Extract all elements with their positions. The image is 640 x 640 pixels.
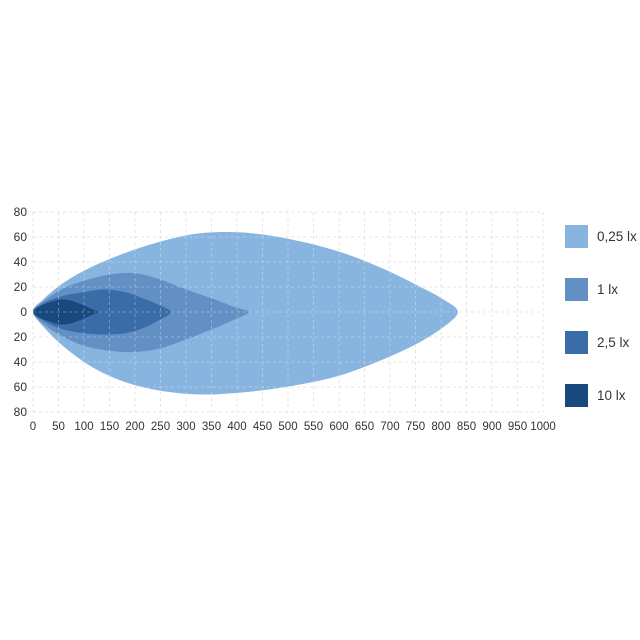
y-tick-label: 40 [14, 355, 28, 369]
legend-label-2-5lx: 2,5 lx [597, 335, 630, 350]
legend-label-1lx: 1 lx [597, 282, 619, 297]
y-tick-label: 20 [14, 330, 28, 344]
x-tick-label: 750 [406, 421, 425, 433]
x-tick-label: 1000 [530, 421, 556, 433]
x-tick-label: 850 [457, 421, 476, 433]
legend-label-0-25lx: 0,25 lx [597, 229, 637, 244]
legend-item-10lx: 10 lx [565, 384, 637, 407]
y-tick-label: 20 [14, 280, 28, 294]
x-tick-label: 200 [125, 421, 144, 433]
legend-item-0-25lx: 0,25 lx [565, 225, 637, 248]
x-tick-label: 0 [30, 421, 36, 433]
x-tick-label: 900 [482, 421, 501, 433]
contour-10lx [33, 299, 98, 325]
x-tick-label: 100 [74, 421, 93, 433]
legend-swatch-0-25lx [565, 225, 588, 248]
x-tick-label: 950 [508, 421, 527, 433]
x-tick-label: 600 [329, 421, 348, 433]
y-tick-label: 80 [14, 205, 28, 219]
y-tick-label: 0 [20, 305, 27, 319]
legend-label-10lx: 10 lx [597, 388, 626, 403]
y-tick-label: 80 [14, 405, 28, 419]
x-tick-label: 300 [176, 421, 195, 433]
beam-contours [33, 232, 458, 395]
x-tick-label: 500 [278, 421, 297, 433]
legend-item-2-5lx: 2,5 lx [565, 331, 637, 354]
x-tick-label: 50 [52, 421, 65, 433]
x-axis-tick-labels: 0 50 100 150 200 250 300 350 400 450 500 550 600 650 7… [30, 421, 556, 433]
x-tick-label: 250 [151, 421, 170, 433]
y-tick-label: 60 [14, 380, 28, 394]
legend-swatch-1lx [565, 278, 588, 301]
x-tick-label: 450 [253, 421, 272, 433]
x-tick-label: 550 [304, 421, 323, 433]
y-axis-tick-labels: 80 60 40 20 0 20 40 60 80 [14, 205, 28, 419]
legend-item-1lx: 1 lx [565, 278, 637, 301]
grid-overlay [32, 211, 544, 413]
x-tick-label: 800 [431, 421, 450, 433]
x-tick-label: 400 [227, 421, 246, 433]
x-tick-label: 700 [380, 421, 399, 433]
x-tick-label: 150 [100, 421, 119, 433]
legend-swatch-10lx [565, 384, 588, 407]
y-tick-label: 40 [14, 255, 28, 269]
x-tick-label: 650 [355, 421, 374, 433]
legend-swatch-2-5lx [565, 331, 588, 354]
y-tick-label: 60 [14, 230, 28, 244]
x-tick-label: 350 [202, 421, 221, 433]
legend: 0,25 lx 1 lx 2,5 lx 10 lx [565, 225, 637, 437]
